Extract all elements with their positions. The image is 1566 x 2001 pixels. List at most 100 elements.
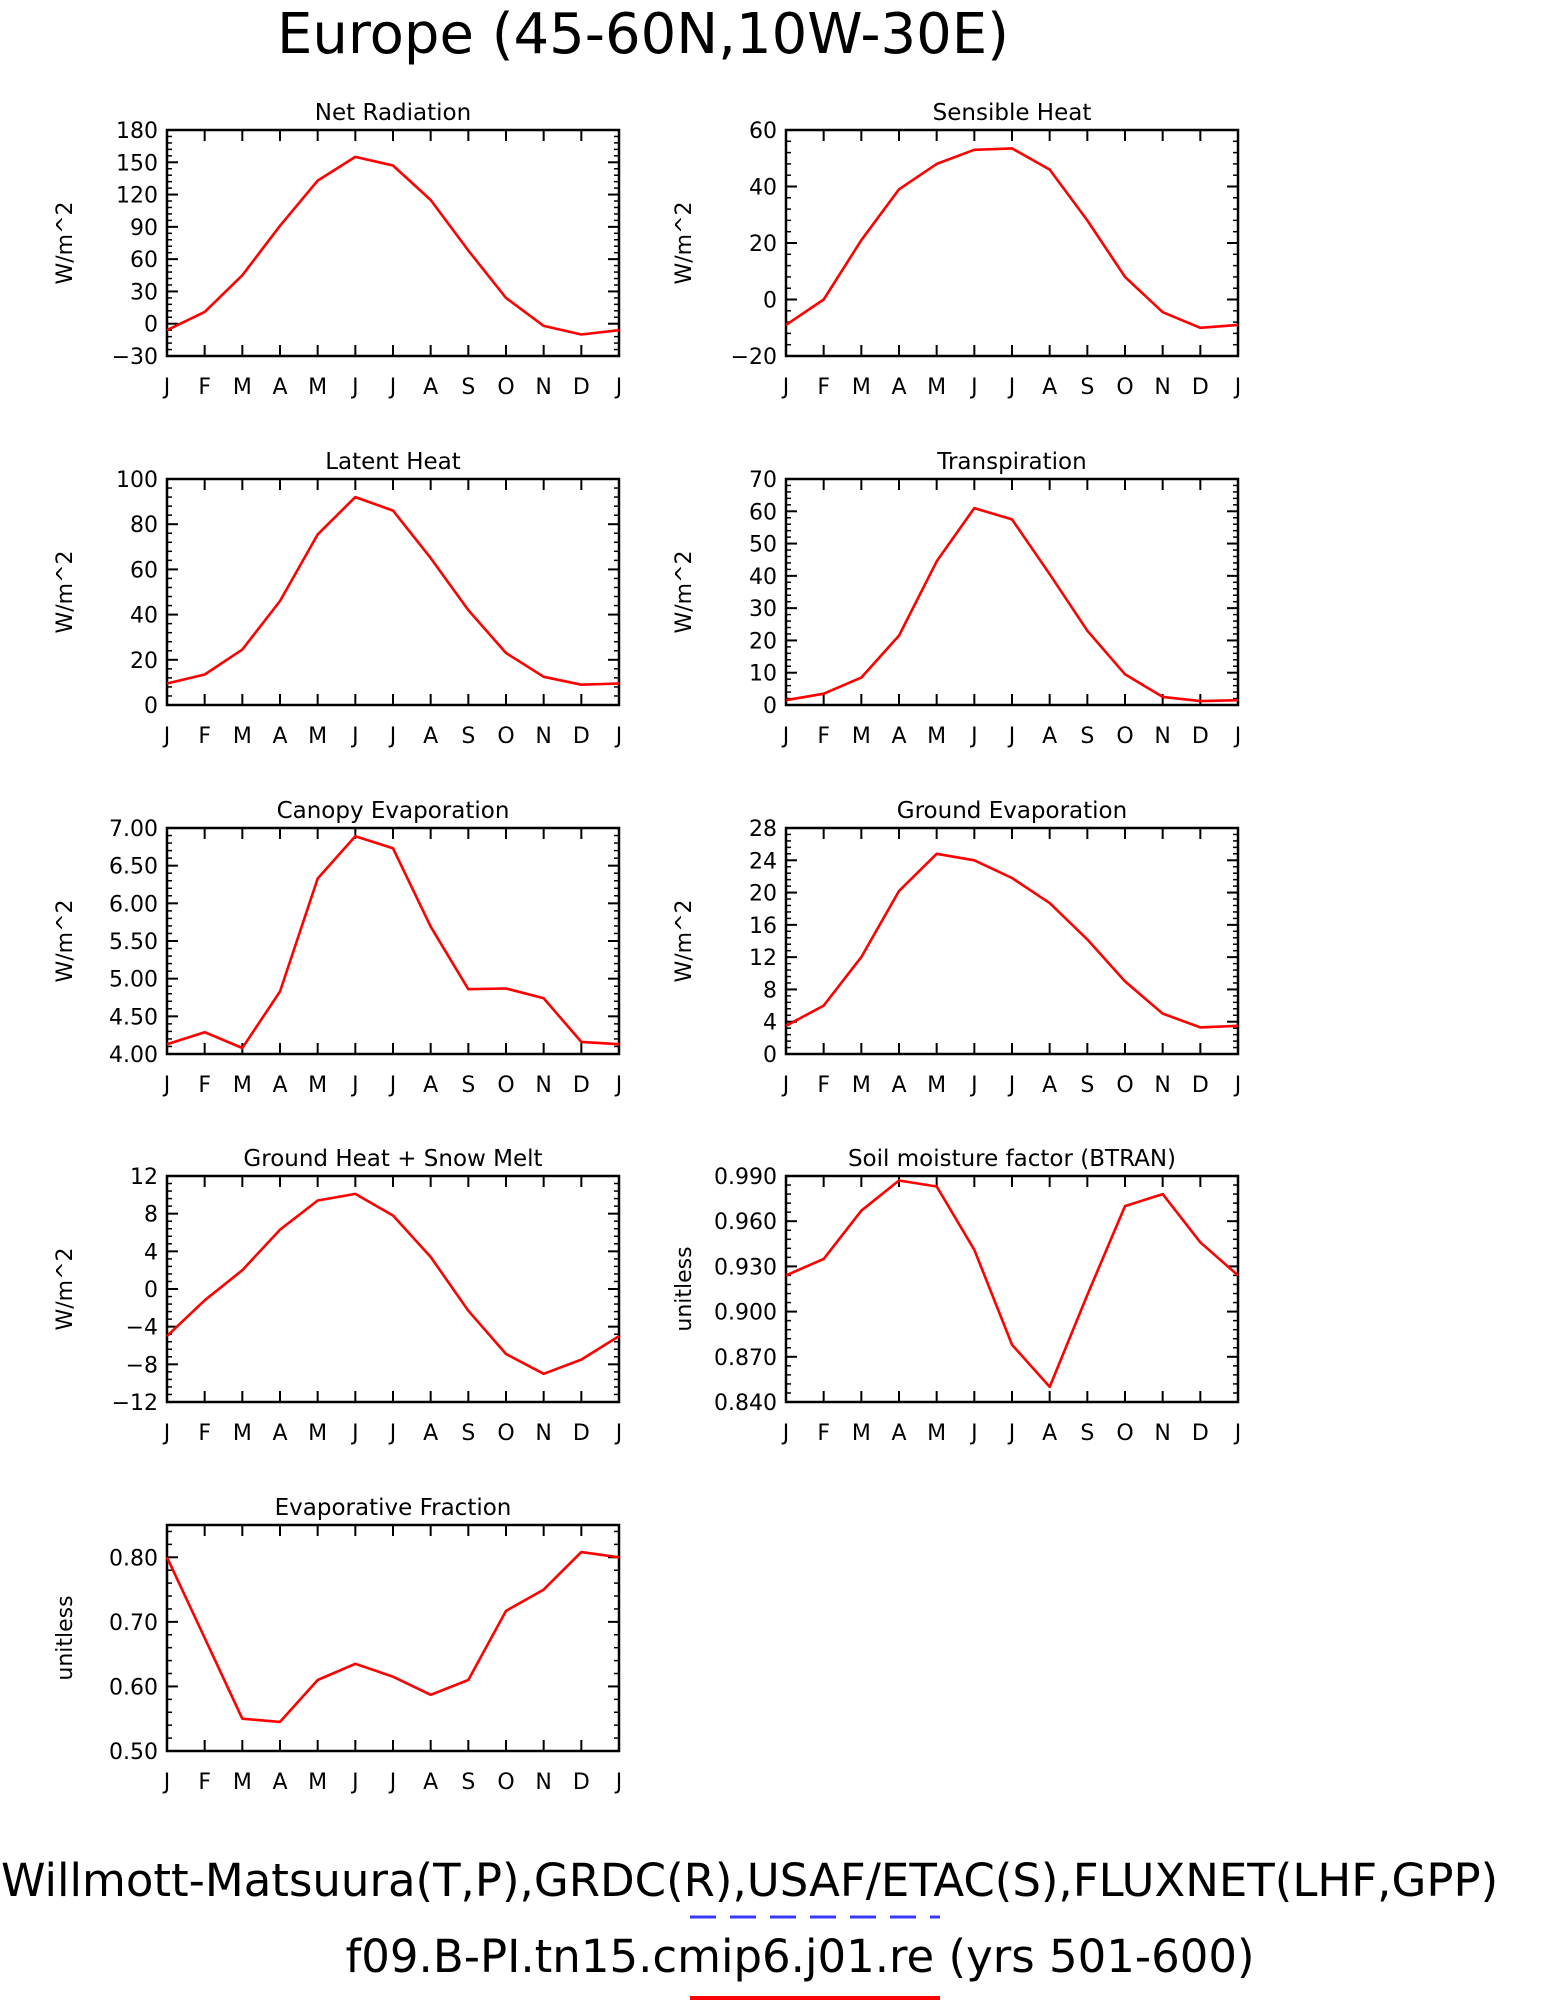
panel-net-radiation-xtick-label: M [308,375,327,400]
panel-ground-heat-snow-melt-ytick-label: 0 [144,1278,158,1303]
panel-net-radiation-ytick-label: −30 [112,345,158,370]
panel-ground-heat-snow-melt-xtick-label: J [614,1421,623,1446]
panel-evaporative-fraction-xtick-label: M [233,1770,252,1795]
panel-soil-moisture-factor-btran-ytick-label: 0.900 [714,1301,777,1326]
panel-transpiration-title: Transpiration [936,449,1086,475]
panel-soil-moisture-factor-btran: Soil moisture factor (BTRAN) unitless 0.84… [672,1146,1241,1446]
panel-sensible-heat-xtick-label: F [817,375,830,400]
panel-ground-heat-snow-melt-ytick-label: −12 [112,1391,158,1416]
panel-net-radiation-ytick-label: 0 [144,313,158,338]
panel-canopy-evaporation-xtick-label: M [308,1073,327,1098]
panel-sensible-heat-ytick-label: 20 [749,232,777,257]
panel-ground-evaporation-ytick-label: 28 [749,817,777,842]
panel-ground-evaporation-xtick-label: S [1080,1073,1094,1098]
panel-sensible-heat-xtick-label: N [1154,375,1170,400]
panel-sensible-heat-xtick-label: M [852,375,871,400]
panel-ground-evaporation-xtick-label: M [927,1073,946,1098]
panel-canopy-evaporation-xtick-label: S [461,1073,475,1098]
panel-evaporative-fraction-ylabel: unitless [53,1595,78,1680]
panel-sensible-heat-xtick-label: S [1080,375,1094,400]
panel-net-radiation-xtick-label: N [535,375,551,400]
panel-evaporative-fraction-xtick-label: O [497,1770,514,1795]
panel-latent-heat-xtick-label: M [308,724,327,749]
panel-net-radiation-ytick-label: 60 [130,248,158,273]
panel-transpiration-xtick-label: D [1192,724,1209,749]
panel-evaporative-fraction-ytick-label: 0.80 [109,1546,158,1571]
panel-latent-heat-xtick-label: J [614,724,623,749]
panel-transpiration-ytick-label: 0 [763,694,777,719]
panel-ground-evaporation-ytick-label: 0 [763,1043,777,1068]
panel-net-radiation-xtick-label: D [573,375,590,400]
panel-transpiration-xtick-label: A [1042,724,1057,749]
panel-transpiration-xtick-label: J [1007,724,1016,749]
panel-ground-evaporation-ytick-label: 12 [749,946,777,971]
panel-net-radiation-xtick-label: J [388,375,397,400]
panel-transpiration-xtick-label: M [927,724,946,749]
panel-latent-heat-xtick-label: A [272,724,287,749]
panel-ground-heat-snow-melt-frame [165,1174,621,1404]
panel-canopy-evaporation-xtick-label: D [573,1073,590,1098]
panel-evaporative-fraction-xtick-label: A [272,1770,287,1795]
panel-transpiration-ytick-label: 60 [749,500,777,525]
panel-net-radiation-ytick-label: 90 [130,216,158,241]
panel-ground-evaporation-xtick-label: D [1192,1073,1209,1098]
panel-evaporative-fraction: Evaporative Fraction unitless 0.50 0.60 0.70… [53,1495,622,1795]
panel-transpiration-xtick-label: M [852,724,871,749]
panel-canopy-evaporation-ytick-label: 7.00 [109,817,158,842]
panel-net-radiation-xtick-label: J [350,375,359,400]
panel-net-radiation-xtick-label: O [497,375,514,400]
panel-ground-evaporation-ytick-label: 20 [749,882,777,907]
panel-ground-evaporation-xtick-label: J [1007,1073,1016,1098]
panel-transpiration-frame [784,477,1240,707]
panel-transpiration-xtick-label: O [1116,724,1133,749]
panel-ground-heat-snow-melt-xtick-label: S [461,1421,475,1446]
panel-canopy-evaporation-xtick-label: J [350,1073,359,1098]
footer-sources: Willmott-Matsuura(T,P),GRDC(R),USAF/ETAC… [1,1854,1498,1907]
panel-ground-evaporation-xtick-label: J [969,1073,978,1098]
panel-sensible-heat-ytick-label: −20 [731,345,777,370]
panel-ground-heat-snow-melt-title: Ground Heat + Snow Melt [243,1146,542,1172]
panel-soil-moisture-factor-btran-xtick-label: M [927,1421,946,1446]
panel-evaporative-fraction-xtick-label: N [535,1770,551,1795]
panel-soil-moisture-factor-btran-ylabel: unitless [672,1246,697,1331]
panel-soil-moisture-factor-btran-frame [784,1174,1240,1404]
panel-ground-heat-snow-melt: Ground Heat + Snow Melt W/m^2 −12 −8 −4 0 4 8 12… [53,1146,622,1446]
panel-canopy-evaporation-xtick-label: F [198,1073,211,1098]
panel-canopy-evaporation-xtick-label: O [497,1073,514,1098]
panel-soil-moisture-factor-btran-title: Soil moisture factor (BTRAN) [848,1146,1176,1172]
panel-evaporative-fraction-xtick-label: F [198,1770,211,1795]
panel-transpiration-xtick-label: N [1154,724,1170,749]
panel-transpiration-xtick-label: A [891,724,906,749]
panel-canopy-evaporation-series-line [166,834,620,1050]
panel-net-radiation-xtick-label: J [614,375,623,400]
panel-evaporative-fraction-xtick-label: J [162,1770,171,1795]
panel-latent-heat-xtick-label: F [198,724,211,749]
panel-ground-heat-snow-melt-xtick-label: A [272,1421,287,1446]
panel-ground-heat-snow-melt-xtick-label: O [497,1421,514,1446]
panel-evaporative-fraction-ytick-label: 0.70 [109,1611,158,1636]
panel-net-radiation-ytick-label: 180 [116,119,158,144]
panel-net-radiation-xtick-label: S [461,375,475,400]
panel-latent-heat-ytick-label: 40 [130,604,158,629]
panel-canopy-evaporation-ytick-label: 6.50 [109,855,158,880]
panel-soil-moisture-factor-btran-xtick-label: D [1192,1421,1209,1446]
panel-transpiration-xtick-label: J [969,724,978,749]
panel-soil-moisture-factor-btran-xtick-label: J [1233,1421,1242,1446]
panel-soil-moisture-factor-btran-xtick-label: O [1116,1421,1133,1446]
panel-ground-heat-snow-melt-series-line [166,1192,620,1376]
panel-transpiration-xtick-label: S [1080,724,1094,749]
panel-evaporative-fraction-xtick-label: D [573,1770,590,1795]
panel-soil-moisture-factor-btran-xtick-label: J [969,1421,978,1446]
panel-latent-heat-xtick-label: S [461,724,475,749]
panel-sensible-heat-xtick-label: A [1042,375,1057,400]
panel-ground-heat-snow-melt-ytick-label: −8 [126,1353,158,1378]
panel-soil-moisture-factor-btran-xtick-label: J [1007,1421,1016,1446]
panel-net-radiation-ylabel: W/m^2 [53,201,78,284]
panel-canopy-evaporation-xtick-label: N [535,1073,551,1098]
panel-ground-evaporation-title: Ground Evaporation [897,798,1127,824]
panel-soil-moisture-factor-btran-ytick-label: 0.870 [714,1346,777,1371]
panel-latent-heat-xtick-label: N [535,724,551,749]
